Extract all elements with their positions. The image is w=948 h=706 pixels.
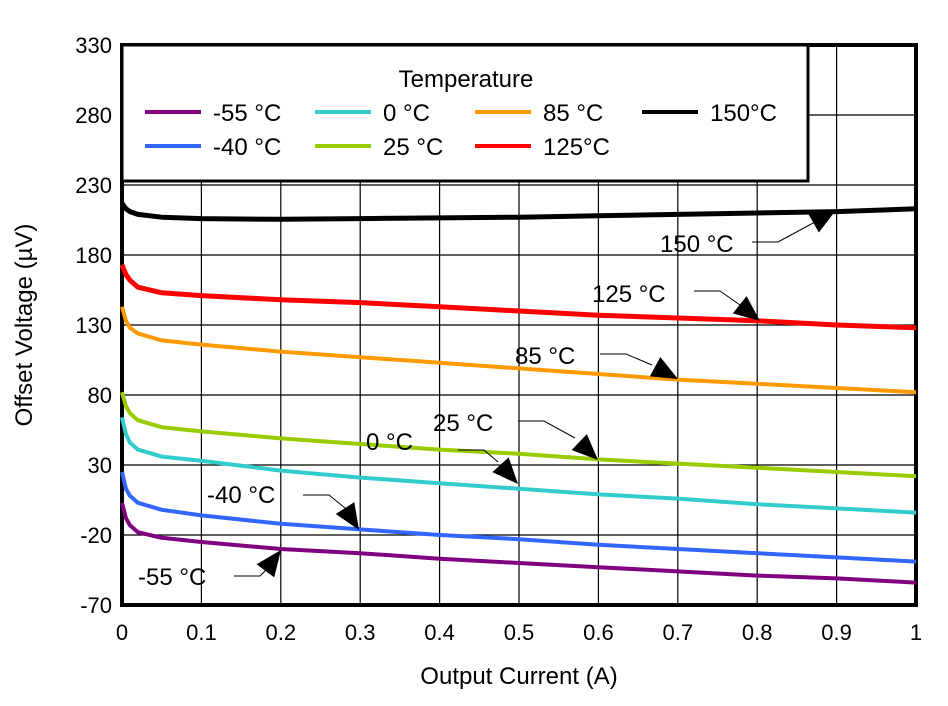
annotation-leader <box>234 569 267 577</box>
annotation-leader <box>600 353 653 366</box>
legend-entry: 150°C <box>710 100 777 127</box>
annotation-leader <box>752 221 816 243</box>
x-tick-label: 0.8 <box>742 620 773 645</box>
y-tick-label: 330 <box>75 33 112 58</box>
annotation-arrow-icon <box>807 210 836 233</box>
series-line <box>119 263 917 331</box>
series-lines <box>119 201 917 585</box>
series-line <box>120 471 917 564</box>
legend-entry: -55 °C <box>213 100 281 127</box>
series-line <box>119 201 917 222</box>
annotation-arrow-icon <box>492 457 518 484</box>
y-tick-label: 280 <box>75 103 112 128</box>
legend-entry: 0 °C <box>383 100 430 127</box>
annotation-arrow-icon <box>571 434 598 460</box>
x-tick-label: 0.5 <box>504 620 535 645</box>
x-tick-label: 1 <box>910 620 922 645</box>
y-tick-label: 80 <box>88 383 112 408</box>
annotation-label: -55 °C <box>138 564 206 591</box>
annotation-leader <box>303 494 346 509</box>
series-line <box>120 306 917 395</box>
y-tick-label: -20 <box>80 523 112 548</box>
x-tick-label: 0.7 <box>663 620 694 645</box>
annotation-arrow-icon <box>649 356 678 379</box>
legend-entry: -40 °C <box>213 134 281 161</box>
series-line <box>120 391 917 479</box>
annotation-leader <box>694 290 741 306</box>
y-tick-label: 30 <box>88 453 112 478</box>
annotation-arrow-icon <box>256 550 281 578</box>
annotation-arrow-icon <box>732 296 760 321</box>
annotation-arrow-icon <box>335 502 359 530</box>
legend: Temperature -55 °C 0 °C 85 °C 150°C -40 °C 25 … <box>120 43 810 183</box>
y-tick-label: 230 <box>75 173 112 198</box>
series-line <box>120 416 917 515</box>
annotation-label: 150 °C <box>660 231 734 258</box>
series-line <box>120 502 917 585</box>
x-tick-label: 0.3 <box>345 620 376 645</box>
annotation-label: -40 °C <box>207 482 275 509</box>
legend-entry: 85 °C <box>543 100 603 127</box>
x-axis-label: Output Current (A) <box>420 663 617 690</box>
annotation-label: 125 °C <box>592 281 666 308</box>
annotation-leader <box>518 420 576 439</box>
annotation-label: 0 °C <box>366 429 413 456</box>
legend-entry: 25 °C <box>383 134 443 161</box>
x-tick-label: 0.2 <box>266 620 297 645</box>
y-tick-label: 130 <box>75 313 112 338</box>
x-tick-label: 0 <box>116 620 128 645</box>
annotation-label: 85 °C <box>515 343 575 370</box>
x-tick-label: 0.6 <box>583 620 614 645</box>
annotations: 150 °C 125 °C 85 °C 25 °C 0 °C -40 °C -55 °C <box>138 210 836 591</box>
tick-labels: 0 0.1 0.2 0.3 0.4 0.5 0.6 0.7 0.8 0.9 1 -70 -20 30 80 1… <box>75 33 922 645</box>
x-tick-label: 0.9 <box>821 620 852 645</box>
y-tick-label: 180 <box>75 243 112 268</box>
legend-entry: 125°C <box>543 134 610 161</box>
y-axis-label: Offset Voltage (µV) <box>11 224 38 427</box>
y-tick-label: -70 <box>80 593 112 618</box>
legend-title: Temperature <box>399 66 534 93</box>
x-tick-label: 0.1 <box>186 620 217 645</box>
annotation-label: 25 °C <box>433 410 493 437</box>
annotation-leader <box>458 449 499 463</box>
x-tick-label: 0.4 <box>424 620 455 645</box>
